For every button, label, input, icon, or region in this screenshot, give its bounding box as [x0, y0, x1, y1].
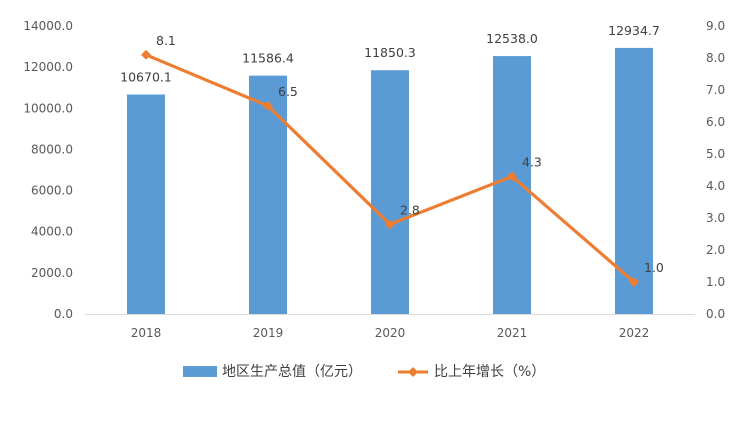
y-left-tick-label: 10000.0	[23, 101, 73, 115]
bar-2019	[249, 75, 287, 314]
bar-value-label: 12538.0	[486, 31, 538, 46]
y-right-tick-label: 6.0	[706, 115, 725, 129]
data-labels-group: 10670.1 11586.4 11850.3 12538.0 12934.7 8.1 6.…	[120, 23, 664, 275]
y-left-tick-label: 14000.0	[23, 19, 73, 33]
bars-group	[127, 47, 653, 315]
y-right-tick-label: 9.0	[706, 19, 725, 33]
x-tick-label: 2022	[619, 326, 650, 340]
growth-marker-2018	[141, 49, 151, 60]
y-left-tick-label: 6000.0	[31, 184, 73, 198]
growth-marker-2020	[385, 219, 395, 230]
bar-value-label: 12934.7	[608, 23, 660, 38]
line-value-label: 1.0	[644, 260, 664, 275]
y-right-tick-label: 8.0	[706, 51, 725, 65]
line-value-label: 8.1	[156, 33, 176, 48]
y-right-tick-label: 1.0	[706, 275, 725, 289]
x-tick-label: 2018	[131, 326, 162, 340]
bar-value-label: 10670.1	[120, 70, 172, 85]
y-left-tick-label: 8000.0	[31, 142, 73, 156]
y-right-tick-label: 3.0	[706, 211, 725, 225]
x-tick-label: 2020	[375, 326, 406, 340]
growth-marker-2022	[629, 277, 639, 287]
growth-marker-2019	[263, 101, 273, 111]
axes-group: 0.0 2000.0 4000.0 6000.0 8000.0 10000.0 12000.…	[23, 19, 725, 340]
growth-marker-2021	[507, 171, 517, 182]
y-right-tick-label: 4.0	[706, 179, 725, 193]
bar-value-label: 11850.3	[364, 45, 416, 60]
line-value-label: 4.3	[522, 154, 542, 169]
line-value-label: 6.5	[278, 84, 298, 99]
legend-line-marker	[408, 367, 418, 377]
y-right-tick-label: 2.0	[706, 243, 725, 257]
x-tick-label: 2021	[497, 326, 528, 340]
y-left-tick-label: 2000.0	[31, 266, 73, 280]
y-right-tick-label: 5.0	[706, 147, 725, 161]
y-right-tick-label: 7.0	[706, 83, 725, 97]
y-right-tick-label: 0.0	[706, 307, 725, 321]
y-left-tick-label: 0.0	[54, 307, 73, 321]
bar-2021	[493, 56, 531, 314]
bar-2018	[127, 94, 165, 315]
legend: 地区生产总值（亿元） 比上年增长（%）	[183, 364, 545, 380]
legend-bar-swatch	[183, 366, 217, 377]
x-tick-label: 2019	[253, 326, 284, 340]
line-series-group	[141, 49, 639, 287]
y-left-tick-label: 4000.0	[31, 225, 73, 239]
legend-line-label: 比上年增长（%）	[434, 364, 545, 380]
bar-value-label: 11586.4	[242, 51, 294, 66]
bar-2020	[371, 70, 409, 314]
line-value-label: 2.8	[400, 202, 420, 217]
y-left-tick-label: 12000.0	[23, 60, 73, 74]
legend-bar-label: 地区生产总值（亿元）	[222, 364, 362, 380]
